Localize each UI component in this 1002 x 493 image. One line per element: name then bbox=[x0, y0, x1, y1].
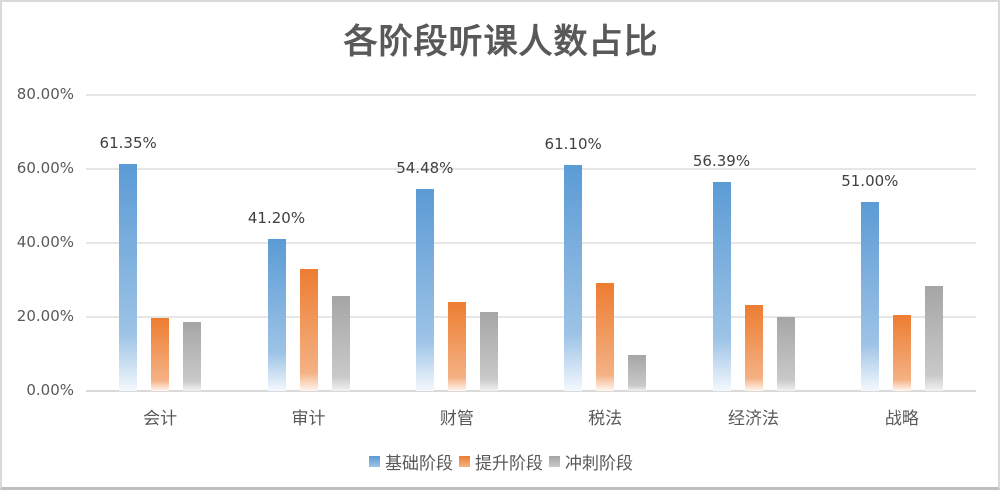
y-tick-label: 20.00% bbox=[16, 307, 74, 325]
y-tick-label: 0.00% bbox=[26, 381, 74, 399]
data-label: 61.35% bbox=[99, 134, 157, 152]
x-tick-label: 财管 bbox=[439, 409, 474, 429]
data-label: 41.20% bbox=[247, 208, 306, 227]
bar-0-5[interactable] bbox=[860, 202, 879, 391]
bar-0-1[interactable] bbox=[267, 238, 286, 391]
bar-2-5[interactable] bbox=[924, 286, 943, 391]
bar-0-2[interactable] bbox=[415, 189, 434, 391]
legend-item-advanced[interactable]: 提升阶段 bbox=[459, 449, 543, 474]
legend-label: 冲刺阶段 bbox=[565, 454, 633, 474]
data-label: 56.39% bbox=[692, 152, 751, 171]
legend-swatch-icon bbox=[369, 456, 380, 467]
x-tick-label: 战略 bbox=[884, 409, 919, 429]
bar-1-4[interactable] bbox=[744, 304, 763, 391]
bar-0-3[interactable] bbox=[564, 164, 583, 391]
bar-2-0[interactable] bbox=[183, 321, 202, 391]
bar-2-4[interactable] bbox=[776, 316, 795, 391]
gridline bbox=[86, 390, 976, 392]
bar-2-3[interactable] bbox=[628, 355, 647, 391]
data-label: 54.48% bbox=[396, 159, 454, 178]
gridline bbox=[86, 168, 976, 170]
bar-1-5[interactable] bbox=[892, 314, 911, 391]
bar-2-2[interactable] bbox=[479, 311, 498, 391]
bar-1-1[interactable] bbox=[299, 268, 318, 391]
bar-1-3[interactable] bbox=[596, 282, 615, 391]
x-tick-label: 税法 bbox=[588, 409, 623, 429]
x-tick-label: 审计 bbox=[291, 409, 326, 429]
bar-1-2[interactable] bbox=[447, 301, 466, 391]
y-tick-label: 60.00% bbox=[16, 159, 74, 177]
plot-area: 61.35% 41.20% 54.48% 61.10% 56.39% 51.00% bbox=[86, 94, 976, 392]
gridline bbox=[86, 316, 976, 318]
x-tick-label: 会计 bbox=[143, 409, 178, 429]
bar-0-4[interactable] bbox=[712, 182, 731, 391]
data-label: 61.10% bbox=[544, 134, 602, 153]
bar-0-0[interactable] bbox=[119, 164, 138, 391]
legend-item-sprint[interactable]: 冲刺阶段 bbox=[549, 449, 633, 474]
chart-title: 各阶段听课人数占比 bbox=[343, 22, 659, 62]
bar-1-0[interactable] bbox=[151, 318, 170, 391]
y-tick-label: 40.00% bbox=[16, 233, 74, 251]
legend-swatch-icon bbox=[549, 456, 560, 467]
legend-label: 基础阶段 bbox=[385, 454, 453, 474]
bar-2-1[interactable] bbox=[331, 295, 350, 391]
legend-swatch-icon bbox=[459, 456, 470, 467]
gridline bbox=[86, 94, 976, 96]
legend: 基础阶段 提升阶段 冲刺阶段 bbox=[0, 449, 1002, 474]
x-tick-label: 经济法 bbox=[728, 409, 779, 429]
y-tick-label: 80.00% bbox=[16, 85, 74, 103]
data-label: 51.00% bbox=[841, 172, 899, 191]
legend-item-basic[interactable]: 基础阶段 bbox=[369, 449, 453, 474]
legend-label: 提升阶段 bbox=[475, 454, 543, 474]
gridline bbox=[86, 242, 976, 244]
